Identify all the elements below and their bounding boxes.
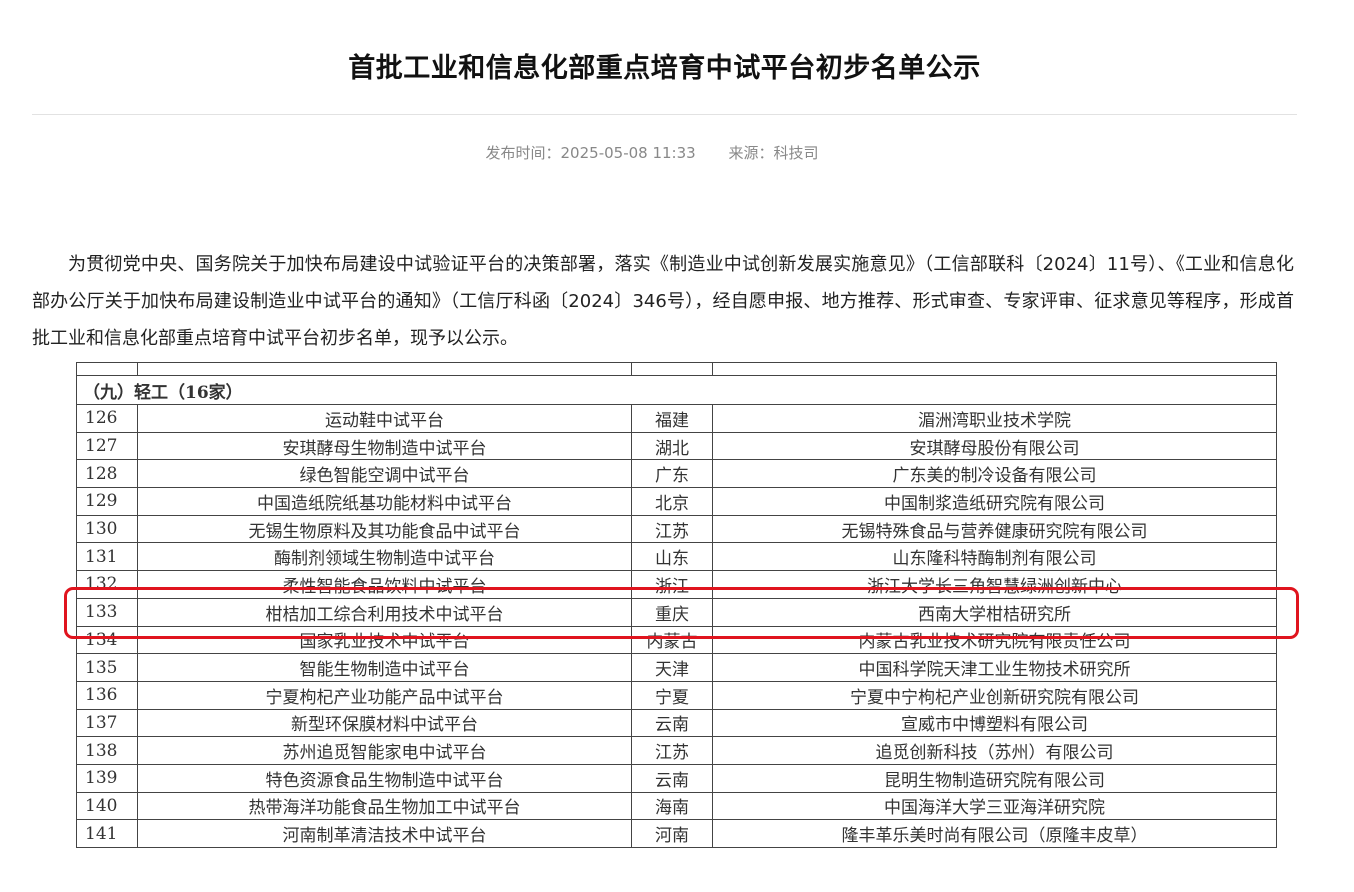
- table-row: 135 智能生物制造中试平台 天津 中国科学院天津工业生物技术研究所: [76, 653, 1277, 682]
- row-number: 129: [76, 487, 138, 516]
- organization: 宣威市中博塑料有限公司: [712, 708, 1277, 738]
- section-title: （九）轻工（16家）: [76, 375, 1277, 405]
- province: 湖北: [631, 431, 713, 461]
- article-meta: 发布时间：2025-05-08 11:33 来源：科技司: [0, 142, 1304, 163]
- organization: 中国制浆造纸研究院有限公司: [712, 487, 1277, 516]
- organization: 昆明生物制造研究院有限公司: [712, 763, 1277, 793]
- row-number: 126: [76, 404, 138, 433]
- publish-time: 发布时间：2025-05-08 11:33: [485, 144, 696, 162]
- organization: 山东隆科特酶制剂有限公司: [712, 542, 1277, 572]
- province: 海南: [631, 791, 713, 821]
- province: 云南: [631, 763, 713, 793]
- organization: 无锡特殊食品与营养健康研究院有限公司: [712, 514, 1277, 544]
- platform-name: 河南制革清洁技术中试平台: [137, 819, 632, 848]
- table-row: 139 特色资源食品生物制造中试平台 云南 昆明生物制造研究院有限公司: [76, 763, 1277, 793]
- province: 河南: [631, 819, 713, 848]
- platform-name: 柑桔加工综合利用技术中试平台: [137, 597, 632, 627]
- province: 江苏: [631, 736, 713, 765]
- table-row: 126 运动鞋中试平台 福建 湄洲湾职业技术学院: [76, 404, 1277, 433]
- platform-name: 热带海洋功能食品生物加工中试平台: [137, 791, 632, 821]
- row-number: 130: [76, 514, 138, 544]
- table-row: 137 新型环保膜材料中试平台 云南 宣威市中博塑料有限公司: [76, 708, 1277, 738]
- organization: 广东美的制冷设备有限公司: [712, 459, 1277, 489]
- organization: 中国科学院天津工业生物技术研究所: [712, 653, 1277, 682]
- table-row: 138 苏州追觅智能家电中试平台 江苏 追觅创新科技（苏州）有限公司: [76, 736, 1277, 765]
- province: 云南: [631, 708, 713, 738]
- platform-name: 安琪酵母生物制造中试平台: [137, 431, 632, 461]
- province: 北京: [631, 487, 713, 516]
- platform-name: 苏州追觅智能家电中试平台: [137, 736, 632, 765]
- divider: [32, 114, 1297, 115]
- table-row: 131 酶制剂领域生物制造中试平台 山东 山东隆科特酶制剂有限公司: [76, 542, 1277, 572]
- page-title: 首批工业和信息化部重点培育中试平台初步名单公示: [348, 53, 981, 84]
- row-number: 134: [76, 625, 138, 655]
- organization: 隆丰革乐美时尚有限公司（原隆丰皮草）: [712, 819, 1277, 848]
- row-number: 137: [76, 708, 138, 738]
- table-row: 130 无锡生物原料及其功能食品中试平台 江苏 无锡特殊食品与营养健康研究院有限公司: [76, 514, 1277, 544]
- platform-name: 绿色智能空调中试平台: [137, 459, 632, 489]
- platform-name: 智能生物制造中试平台: [137, 653, 632, 682]
- organization: 安琪酵母股份有限公司: [712, 431, 1277, 461]
- organization: 湄洲湾职业技术学院: [712, 404, 1277, 433]
- platform-name: 运动鞋中试平台: [137, 404, 632, 433]
- province: 天津: [631, 653, 713, 682]
- platform-name: 酶制剂领域生物制造中试平台: [137, 542, 632, 572]
- organization: 宁夏中宁枸杞产业创新研究院有限公司: [712, 680, 1277, 710]
- province: 福建: [631, 404, 713, 433]
- province: 宁夏: [631, 680, 713, 710]
- platform-name: 特色资源食品生物制造中试平台: [137, 763, 632, 793]
- row-number: 140: [76, 791, 138, 821]
- platform-name: 新型环保膜材料中试平台: [137, 708, 632, 738]
- organization: 追觅创新科技（苏州）有限公司: [712, 736, 1277, 765]
- province: 广东: [631, 459, 713, 489]
- platform-table: （九）轻工（16家） 126 运动鞋中试平台 福建 湄洲湾职业技术学院 127 安琪酵母生…: [76, 362, 1277, 848]
- platform-name: 柔性智能食品饮料中试平台: [137, 570, 632, 599]
- source: 来源：科技司: [728, 144, 819, 162]
- table-row-partial: [76, 362, 1277, 376]
- organization: 中国海洋大学三亚海洋研究院: [712, 791, 1277, 821]
- row-number: 139: [76, 763, 138, 793]
- row-number: 141: [76, 819, 138, 848]
- intro-paragraph: 为贯彻党中央、国务院关于加快布局建设中试验证平台的决策部署，落实《制造业中试创新…: [32, 254, 1294, 349]
- table-row: 129 中国造纸院纸基功能材料中试平台 北京 中国制浆造纸研究院有限公司: [76, 487, 1277, 516]
- row-number: 138: [76, 736, 138, 765]
- highlight-box: [64, 587, 1299, 639]
- row-number: 131: [76, 542, 138, 572]
- province: 山东: [631, 542, 713, 572]
- province: 浙江: [631, 570, 713, 599]
- platform-name: 中国造纸院纸基功能材料中试平台: [137, 487, 632, 516]
- platform-name: 宁夏枸杞产业功能产品中试平台: [137, 680, 632, 710]
- table-row: 140 热带海洋功能食品生物加工中试平台 海南 中国海洋大学三亚海洋研究院: [76, 791, 1277, 821]
- table-row: 128 绿色智能空调中试平台 广东 广东美的制冷设备有限公司: [76, 459, 1277, 489]
- row-number: 136: [76, 680, 138, 710]
- table-row: 136 宁夏枸杞产业功能产品中试平台 宁夏 宁夏中宁枸杞产业创新研究院有限公司: [76, 680, 1277, 710]
- row-number: 135: [76, 653, 138, 682]
- platform-name: 无锡生物原料及其功能食品中试平台: [137, 514, 632, 544]
- section-header-row: （九）轻工（16家）: [76, 375, 1277, 405]
- province: 江苏: [631, 514, 713, 544]
- table-row: 141 河南制革清洁技术中试平台 河南 隆丰革乐美时尚有限公司（原隆丰皮草）: [76, 819, 1277, 848]
- table-row: 127 安琪酵母生物制造中试平台 湖北 安琪酵母股份有限公司: [76, 431, 1277, 461]
- organization: 浙江大学长三角智慧绿洲创新中心: [712, 570, 1277, 599]
- row-number: 128: [76, 459, 138, 489]
- row-number: 127: [76, 431, 138, 461]
- table-row: 132 柔性智能食品饮料中试平台 浙江 浙江大学长三角智慧绿洲创新中心: [76, 570, 1277, 599]
